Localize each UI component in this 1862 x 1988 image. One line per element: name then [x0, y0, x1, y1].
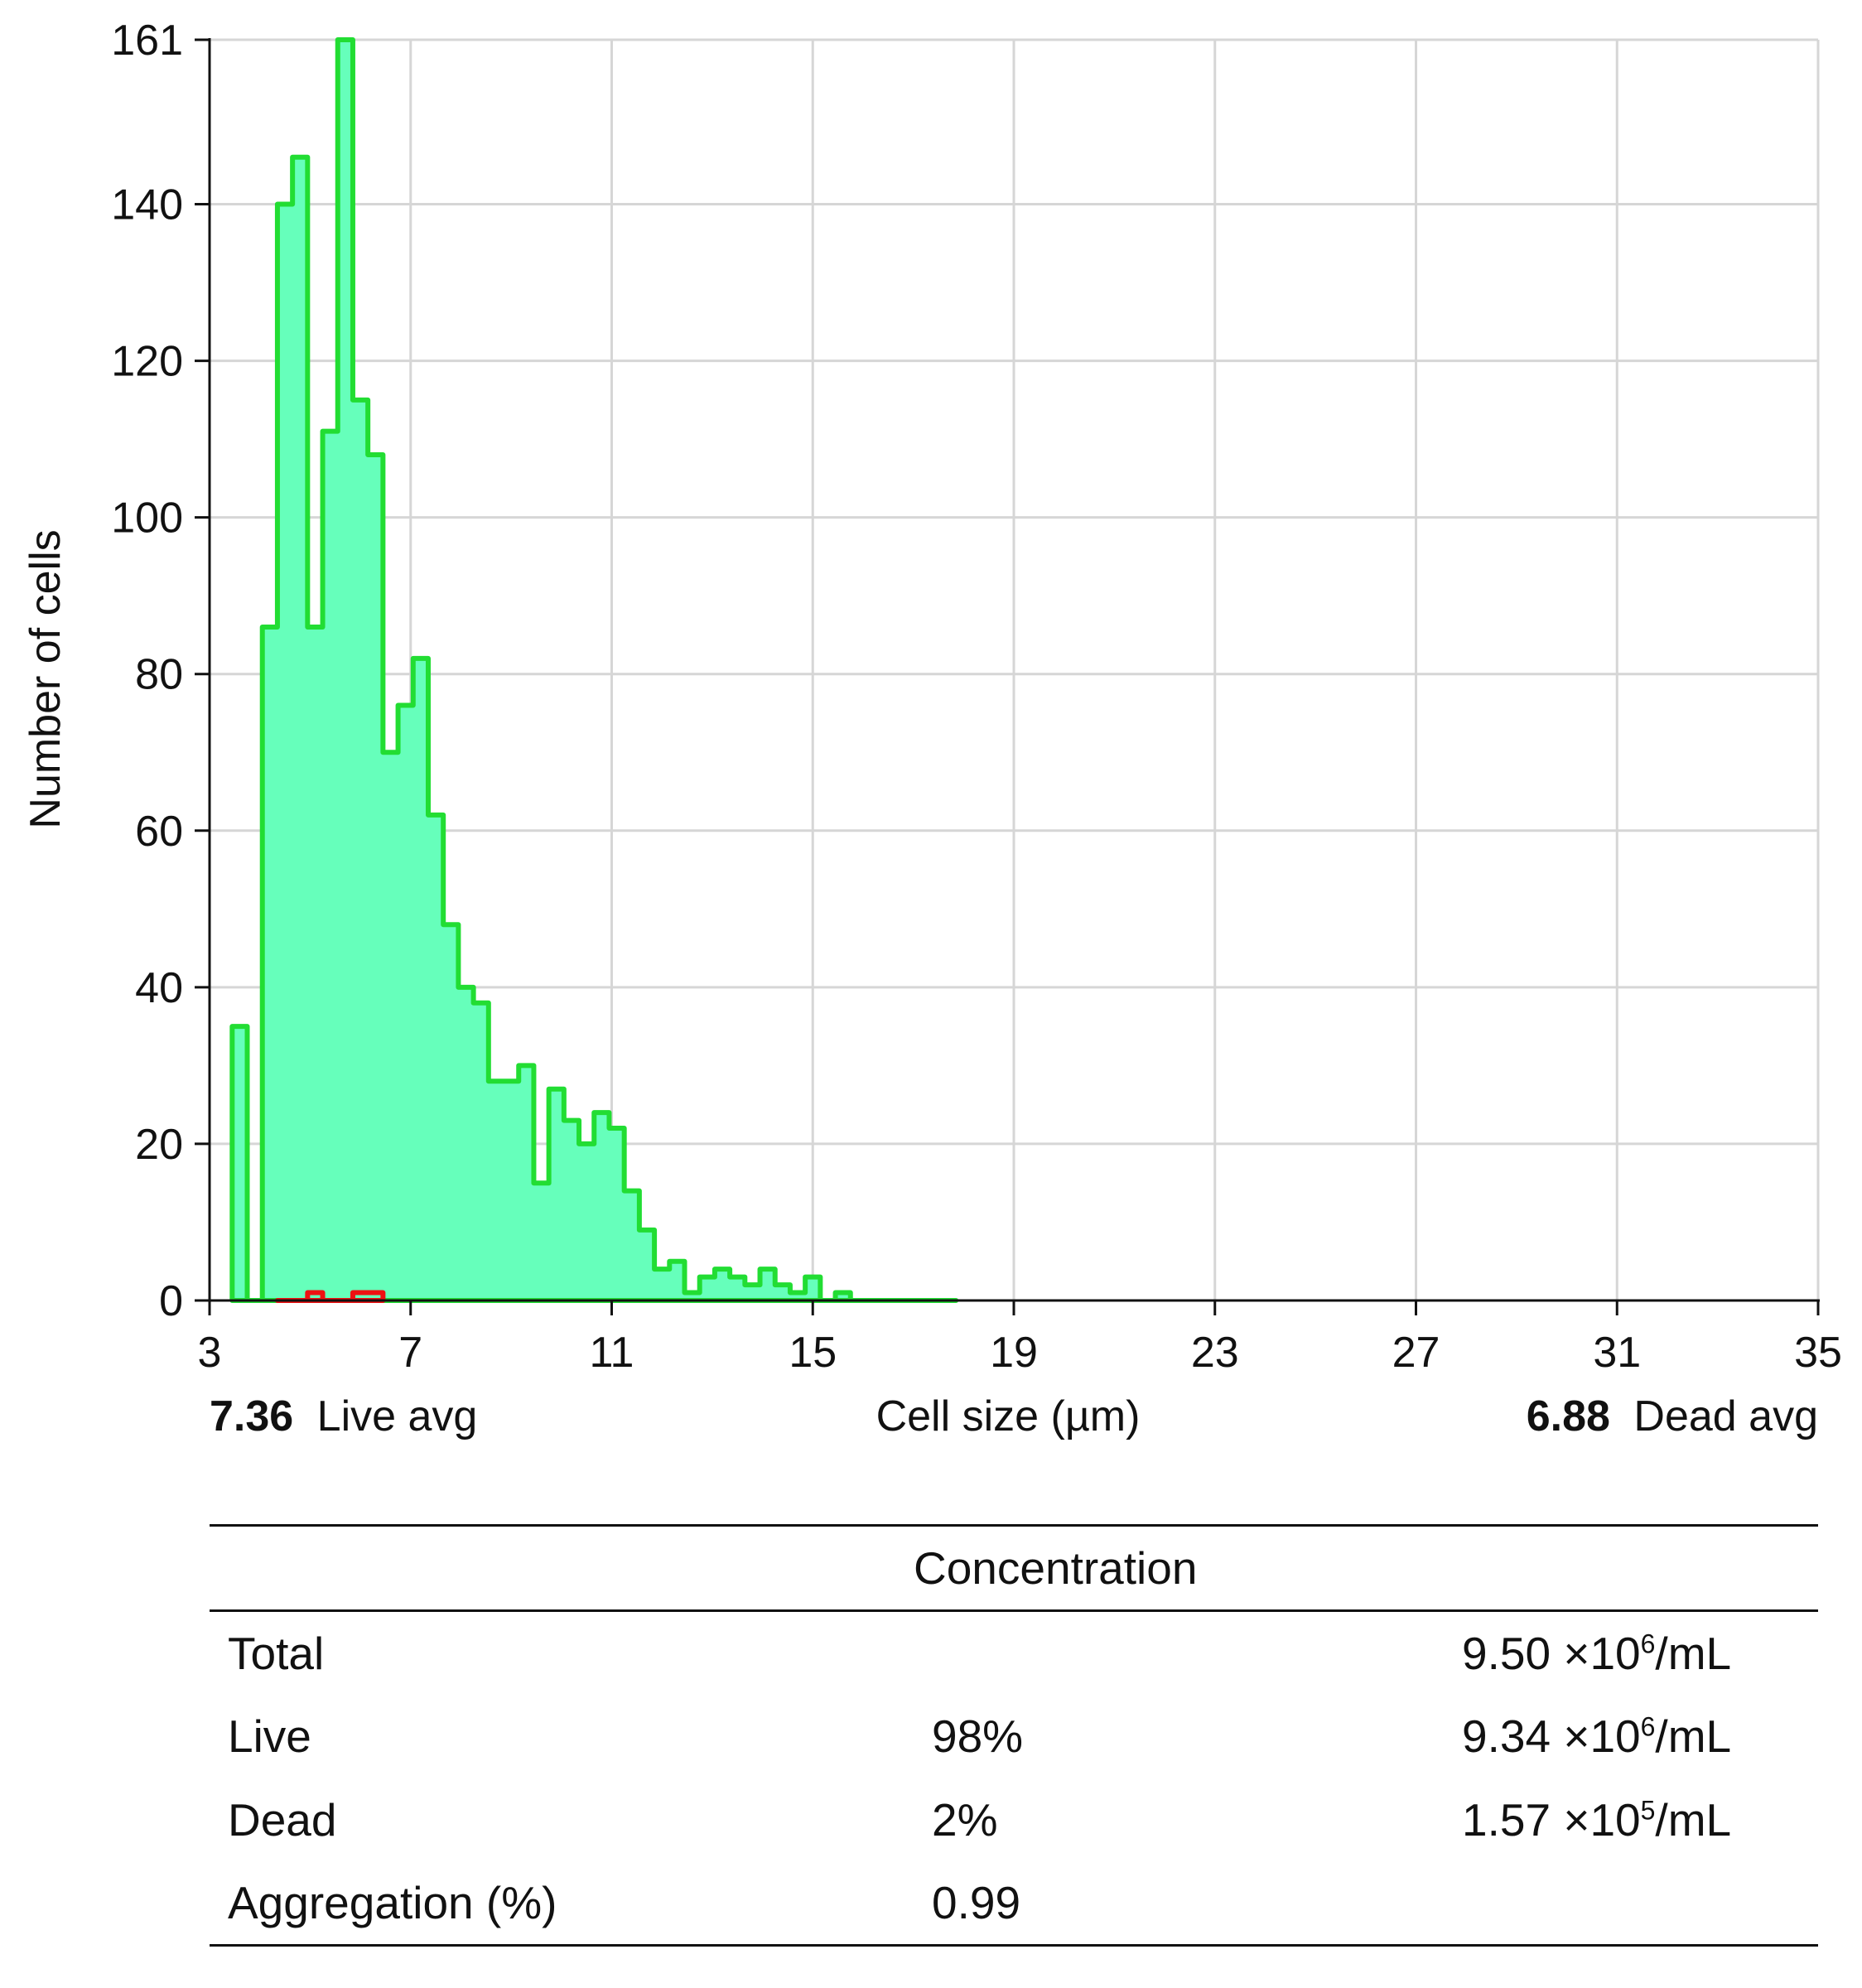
row-concentration: 1.57 ×105/mL: [1462, 1794, 1732, 1846]
axes: [195, 38, 1820, 1315]
row-label: Aggregation (%): [228, 1877, 557, 1929]
cell-size-histogram: 0 20 40 60 80 100 120 140 161 3 7 11 15 19 23 27 31 35 Nu…: [22, 17, 1842, 1440]
x-tick-label: 7: [398, 1329, 422, 1377]
row-concentration: 9.50 ×106/mL: [1462, 1627, 1732, 1679]
series-live-area: [232, 40, 957, 1300]
y-tick-label: 20: [135, 1121, 183, 1169]
histogram-series: [229, 37, 959, 1303]
live-avg-annotation: 7.36 Live avg: [210, 1392, 477, 1440]
dead-avg-annotation: 6.88 Dead avg: [1527, 1392, 1818, 1440]
y-tick-label: 100: [111, 495, 183, 543]
x-tick-label: 3: [198, 1329, 222, 1377]
row-concentration: 9.34 ×106/mL: [1462, 1711, 1732, 1762]
row-concentration: [1462, 1862, 1818, 1946]
x-tick-label: 11: [590, 1329, 634, 1377]
row-percent: [932, 1611, 1462, 1695]
row-label: Total: [228, 1627, 325, 1679]
tick-labels: 0 20 40 60 80 100 120 140 161 3 7 11 15 19 23 27 31 35: [111, 17, 1842, 1377]
y-axis-title: Number of cells: [22, 529, 70, 828]
live-avg-value: 7.36: [210, 1392, 293, 1440]
table-header-row: Concentration: [210, 1525, 1818, 1611]
table-row: Live 98% 9.34 ×106/mL: [210, 1695, 1818, 1778]
row-percent: 98%: [932, 1711, 1024, 1762]
x-axis-title: Cell size (µm): [876, 1392, 1141, 1440]
row-label: Live: [228, 1711, 311, 1762]
y-tick-label: 60: [135, 808, 183, 856]
table-row: Aggregation (%) 0.99: [210, 1862, 1818, 1946]
x-tick-label: 23: [1191, 1329, 1239, 1377]
x-tick-label: 19: [990, 1329, 1038, 1377]
row-label: Dead: [228, 1794, 337, 1846]
grid-lines: [210, 38, 1820, 1300]
y-tick-label: 161: [111, 17, 183, 65]
series-live-outline: [229, 37, 959, 1303]
y-tick-label: 0: [159, 1277, 183, 1325]
y-tick-label: 120: [111, 338, 183, 386]
live-avg-label: Live avg: [317, 1392, 478, 1440]
x-tick-label: 15: [789, 1329, 837, 1377]
y-tick-label: 40: [135, 964, 183, 1012]
dead-avg-label: Dead avg: [1633, 1392, 1818, 1440]
x-tick-label: 27: [1392, 1329, 1440, 1377]
x-tick-label: 35: [1794, 1329, 1842, 1377]
x-tick-label: 31: [1593, 1329, 1641, 1377]
table-header-concentration: Concentration: [914, 1542, 1198, 1594]
y-tick-label: 80: [135, 651, 183, 699]
table-row: Total 9.50 ×106/mL: [210, 1611, 1818, 1695]
y-tick-label: 140: [111, 181, 183, 229]
table-row: Dead 2% 1.57 ×105/mL: [210, 1778, 1818, 1862]
dead-avg-value: 6.88: [1527, 1392, 1610, 1440]
row-percent: 2%: [932, 1794, 998, 1846]
concentration-table: Concentration Total 9.50 ×106/mL Live 98…: [210, 1524, 1818, 1947]
row-percent: 0.99: [932, 1877, 1021, 1929]
